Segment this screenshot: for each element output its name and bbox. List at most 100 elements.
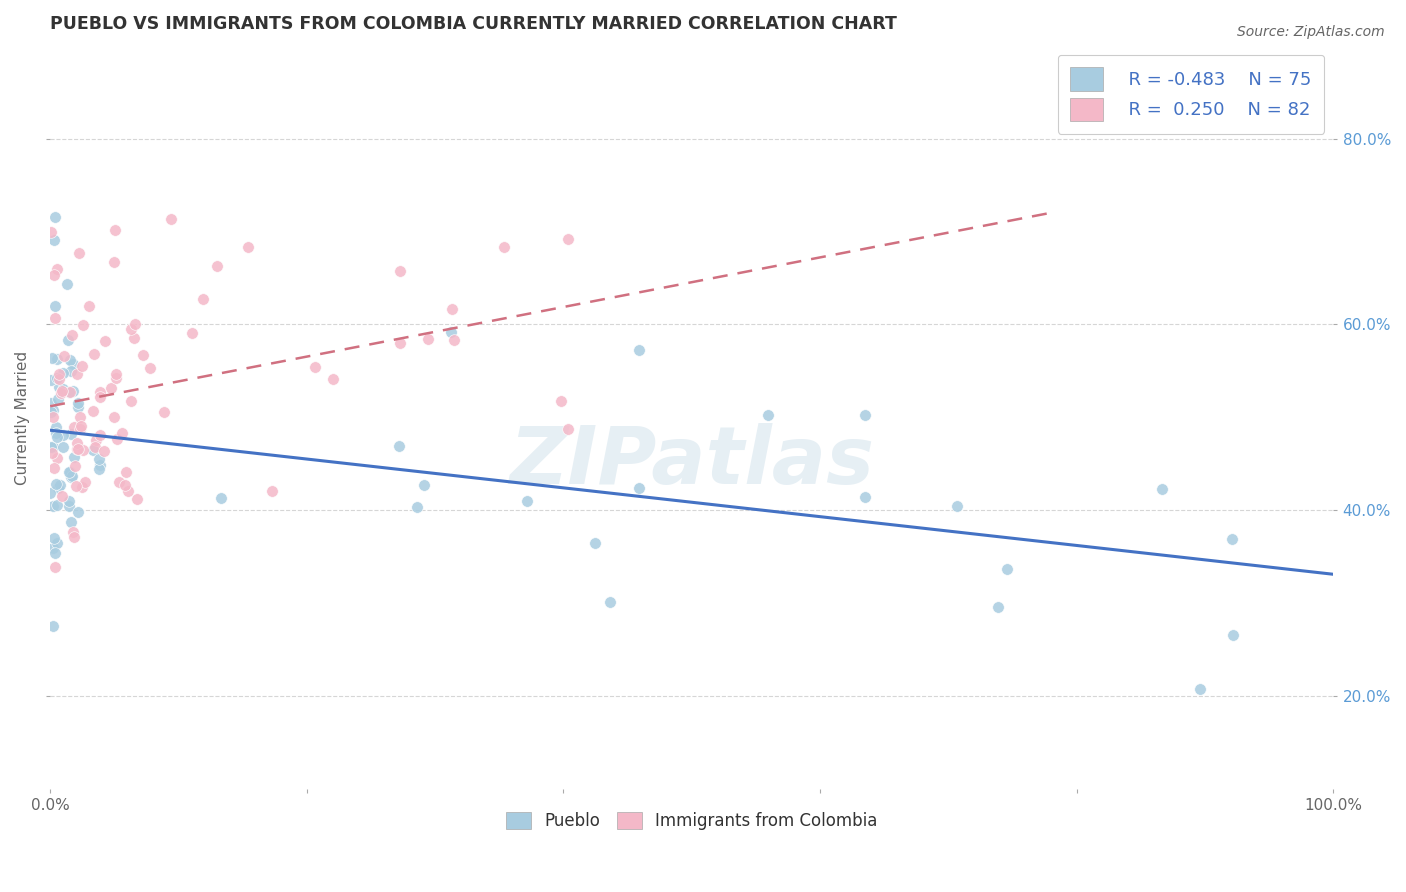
Point — [389, 264, 412, 278]
Point — [46, 392, 69, 406]
Point — [39, 440, 62, 454]
Point — [45, 419, 67, 434]
Point — [51, 384, 73, 399]
Point — [987, 600, 1010, 615]
Point — [39, 225, 62, 239]
Point — [46, 351, 69, 366]
Point — [132, 347, 155, 361]
Point — [124, 318, 146, 332]
Point — [42, 403, 65, 417]
Point — [51, 489, 73, 503]
Point — [55, 277, 77, 292]
Point — [103, 254, 125, 268]
Point — [89, 385, 111, 400]
Point — [48, 379, 70, 393]
Point — [42, 499, 65, 513]
Point — [67, 505, 90, 519]
Point — [89, 458, 111, 473]
Point — [995, 562, 1018, 576]
Point — [599, 594, 621, 608]
Point — [82, 404, 104, 418]
Point — [440, 301, 463, 316]
Y-axis label: Currently Married: Currently Married — [15, 351, 30, 484]
Point — [72, 359, 94, 373]
Point — [42, 268, 65, 282]
Point — [60, 427, 83, 442]
Point — [62, 358, 84, 372]
Point — [117, 483, 139, 498]
Point — [53, 349, 76, 363]
Point — [69, 418, 91, 433]
Point — [105, 433, 128, 447]
Point — [44, 234, 66, 248]
Point — [42, 619, 65, 633]
Point — [60, 516, 83, 530]
Point — [756, 408, 779, 422]
Point — [59, 465, 82, 479]
Point — [42, 531, 65, 545]
Point — [89, 390, 111, 404]
Point — [153, 404, 176, 418]
Point — [67, 442, 90, 457]
Point — [52, 428, 75, 442]
Text: PUEBLO VS IMMIGRANTS FROM COLOMBIA CURRENTLY MARRIED CORRELATION CHART: PUEBLO VS IMMIGRANTS FROM COLOMBIA CURRE… — [51, 15, 897, 33]
Point — [1152, 482, 1174, 496]
Point — [44, 311, 66, 326]
Point — [1222, 628, 1244, 642]
Point — [59, 385, 82, 400]
Point — [72, 318, 94, 333]
Point — [49, 385, 72, 400]
Point — [58, 333, 80, 347]
Point — [83, 440, 105, 454]
Point — [89, 452, 111, 467]
Point — [205, 260, 228, 274]
Point — [67, 401, 90, 415]
Point — [412, 478, 434, 492]
Legend: Pueblo, Immigrants from Colombia: Pueblo, Immigrants from Colombia — [499, 805, 884, 837]
Point — [120, 322, 142, 336]
Point — [58, 500, 80, 514]
Point — [107, 475, 129, 490]
Point — [62, 384, 84, 398]
Point — [583, 536, 606, 550]
Point — [58, 465, 80, 479]
Point — [44, 210, 66, 224]
Point — [87, 461, 110, 475]
Point — [103, 410, 125, 425]
Point — [122, 331, 145, 345]
Point — [41, 446, 63, 460]
Point — [855, 408, 877, 422]
Text: Source: ZipAtlas.com: Source: ZipAtlas.com — [1237, 25, 1385, 39]
Point — [39, 373, 62, 387]
Point — [550, 394, 572, 409]
Point — [494, 239, 516, 253]
Point — [69, 409, 91, 424]
Point — [45, 498, 67, 512]
Point — [114, 478, 136, 492]
Point — [105, 371, 128, 385]
Text: ZIPatlas: ZIPatlas — [509, 423, 875, 501]
Point — [41, 396, 63, 410]
Point — [58, 494, 80, 508]
Point — [49, 477, 72, 491]
Point — [39, 405, 62, 419]
Point — [82, 443, 104, 458]
Point — [103, 223, 125, 237]
Point — [114, 466, 136, 480]
Point — [63, 450, 86, 465]
Point — [139, 361, 162, 376]
Point — [853, 491, 876, 505]
Point — [59, 364, 82, 378]
Point — [52, 382, 75, 396]
Point — [260, 483, 283, 498]
Point — [105, 367, 128, 381]
Point — [60, 469, 83, 483]
Point — [42, 461, 65, 475]
Point — [83, 347, 105, 361]
Point — [46, 451, 69, 466]
Point — [516, 494, 538, 508]
Point — [388, 439, 411, 453]
Point — [41, 351, 63, 366]
Point — [48, 372, 70, 386]
Point — [46, 430, 69, 444]
